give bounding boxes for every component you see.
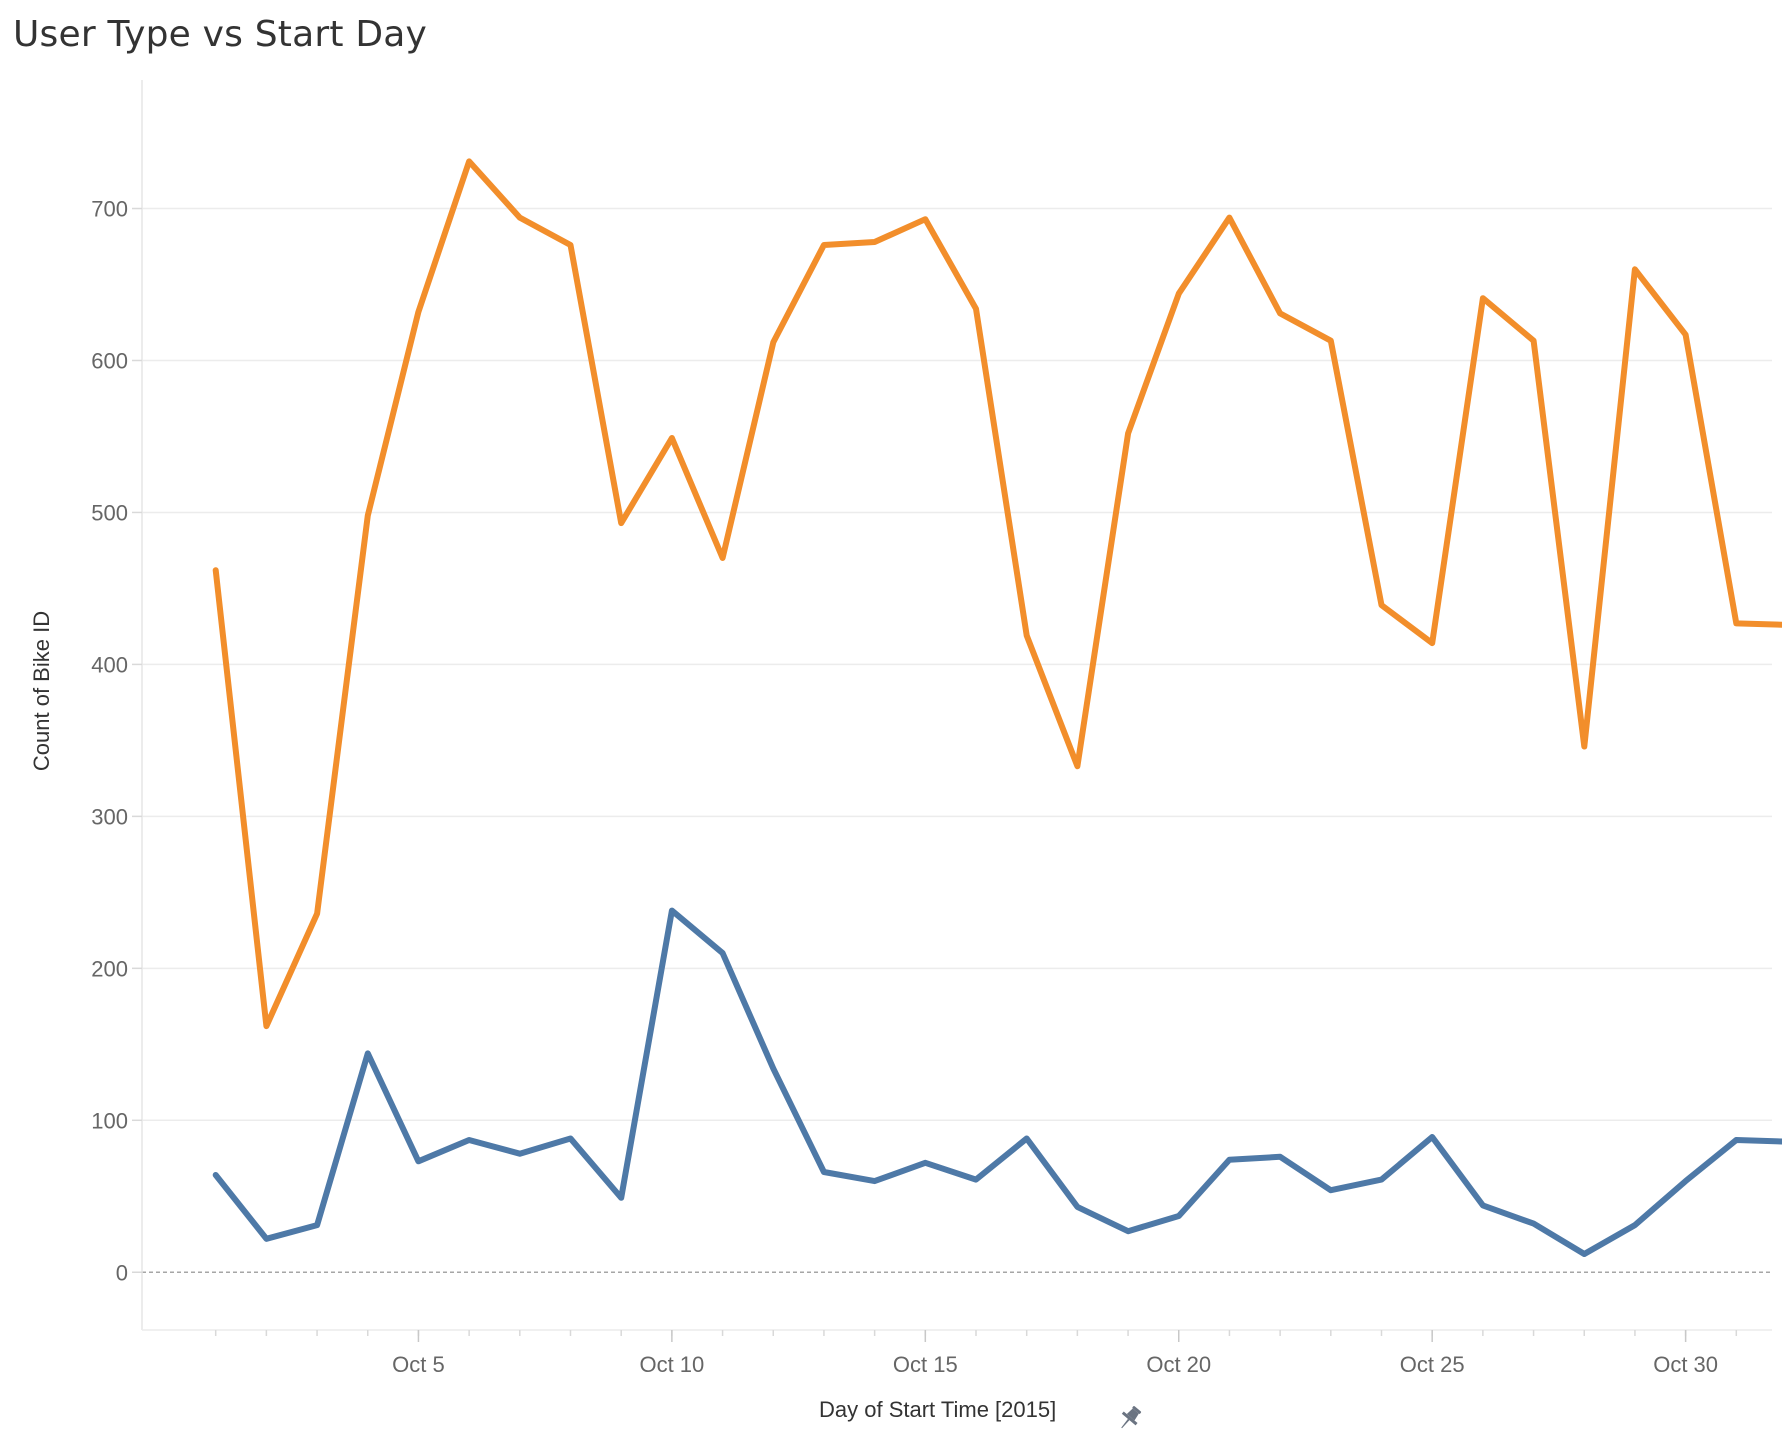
data-point[interactable] — [1733, 1137, 1739, 1143]
x-tick-label: Oct 30 — [1653, 1352, 1718, 1377]
y-axis-title: Count of Bike ID — [29, 611, 54, 771]
data-point[interactable] — [213, 1172, 219, 1178]
series-line-orange[interactable] — [212, 158, 1782, 1030]
y-tick-label: 400 — [91, 652, 128, 677]
data-point[interactable] — [415, 309, 421, 315]
data-point[interactable] — [1480, 1202, 1486, 1208]
data-point[interactable] — [1074, 1204, 1080, 1210]
data-point[interactable] — [1531, 1221, 1537, 1227]
data-point[interactable] — [669, 435, 675, 441]
data-point[interactable] — [1125, 430, 1131, 436]
data-point[interactable] — [466, 1137, 472, 1143]
data-point[interactable] — [517, 1151, 523, 1157]
data-point[interactable] — [568, 242, 574, 248]
data-point[interactable] — [1379, 1177, 1385, 1183]
data-point[interactable] — [1480, 295, 1486, 301]
data-point[interactable] — [365, 1050, 371, 1056]
data-point[interactable] — [1733, 620, 1739, 626]
data-point[interactable] — [770, 1066, 776, 1072]
y-tick-label: 100 — [91, 1108, 128, 1133]
x-tick-label: Oct 10 — [639, 1352, 704, 1377]
y-tick-label: 0 — [116, 1260, 128, 1285]
series-line-blue[interactable] — [212, 907, 1782, 1257]
data-point[interactable] — [973, 306, 979, 312]
x-tick-label: Oct 15 — [893, 1352, 958, 1377]
data-point[interactable] — [1328, 1187, 1334, 1193]
data-point[interactable] — [1429, 1134, 1435, 1140]
data-point[interactable] — [922, 216, 928, 222]
data-point[interactable] — [770, 339, 776, 345]
data-point[interactable] — [1379, 602, 1385, 608]
data-point[interactable] — [1683, 1178, 1689, 1184]
data-point[interactable] — [1683, 332, 1689, 338]
data-point[interactable] — [415, 1158, 421, 1164]
axes — [132, 80, 1772, 1342]
chart-title: User Type vs Start Day — [13, 14, 428, 55]
y-tick-label: 500 — [91, 500, 128, 525]
series-lines — [212, 158, 1782, 1257]
data-point[interactable] — [669, 908, 675, 914]
data-point[interactable] — [1429, 640, 1435, 646]
data-point[interactable] — [213, 567, 219, 573]
data-point[interactable] — [1176, 291, 1182, 297]
data-point[interactable] — [1024, 633, 1030, 639]
data-point[interactable] — [263, 1236, 269, 1242]
data-point[interactable] — [618, 520, 624, 526]
y-tick-label: 200 — [91, 956, 128, 981]
x-tick-label: Oct 20 — [1146, 1352, 1211, 1377]
data-point[interactable] — [872, 1178, 878, 1184]
data-point[interactable] — [720, 950, 726, 956]
data-point[interactable] — [466, 158, 472, 164]
data-point[interactable] — [1176, 1213, 1182, 1219]
y-tick-label: 600 — [91, 348, 128, 373]
data-point[interactable] — [922, 1160, 928, 1166]
data-point[interactable] — [1328, 338, 1334, 344]
y-tick-label: 700 — [91, 197, 128, 222]
data-point[interactable] — [821, 1169, 827, 1175]
data-point[interactable] — [1581, 743, 1587, 749]
data-point[interactable] — [314, 1222, 320, 1228]
data-point[interactable] — [1277, 310, 1283, 316]
tick-labels: 0 100 200 300 400 500 600 700 Oct 5 Oct 10 Oct 15 O… — [91, 197, 1718, 1377]
data-point[interactable] — [314, 911, 320, 917]
x-tick-label: Oct 5 — [392, 1352, 445, 1377]
pin-icon[interactable] — [1112, 1400, 1148, 1436]
data-point[interactable] — [1226, 1157, 1232, 1163]
data-point[interactable] — [1632, 266, 1638, 272]
data-point[interactable] — [973, 1177, 979, 1183]
data-point[interactable] — [872, 239, 878, 245]
data-point[interactable] — [1074, 763, 1080, 769]
x-tick-label: Oct 25 — [1400, 1352, 1465, 1377]
data-point[interactable] — [365, 512, 371, 518]
data-point[interactable] — [1024, 1136, 1030, 1142]
data-point[interactable] — [1632, 1222, 1638, 1228]
data-point[interactable] — [618, 1195, 624, 1201]
data-point[interactable] — [1531, 338, 1537, 344]
data-point[interactable] — [1581, 1251, 1587, 1257]
data-point[interactable] — [1226, 215, 1232, 221]
gridlines — [142, 207, 1772, 1274]
data-point[interactable] — [720, 555, 726, 561]
data-point[interactable] — [568, 1136, 574, 1142]
data-point[interactable] — [821, 242, 827, 248]
data-point[interactable] — [263, 1023, 269, 1029]
data-point[interactable] — [517, 215, 523, 221]
x-axis-title: Day of Start Time [2015] — [819, 1397, 1056, 1422]
data-point[interactable] — [1125, 1228, 1131, 1234]
y-tick-label: 300 — [91, 804, 128, 829]
data-point[interactable] — [1277, 1154, 1283, 1160]
